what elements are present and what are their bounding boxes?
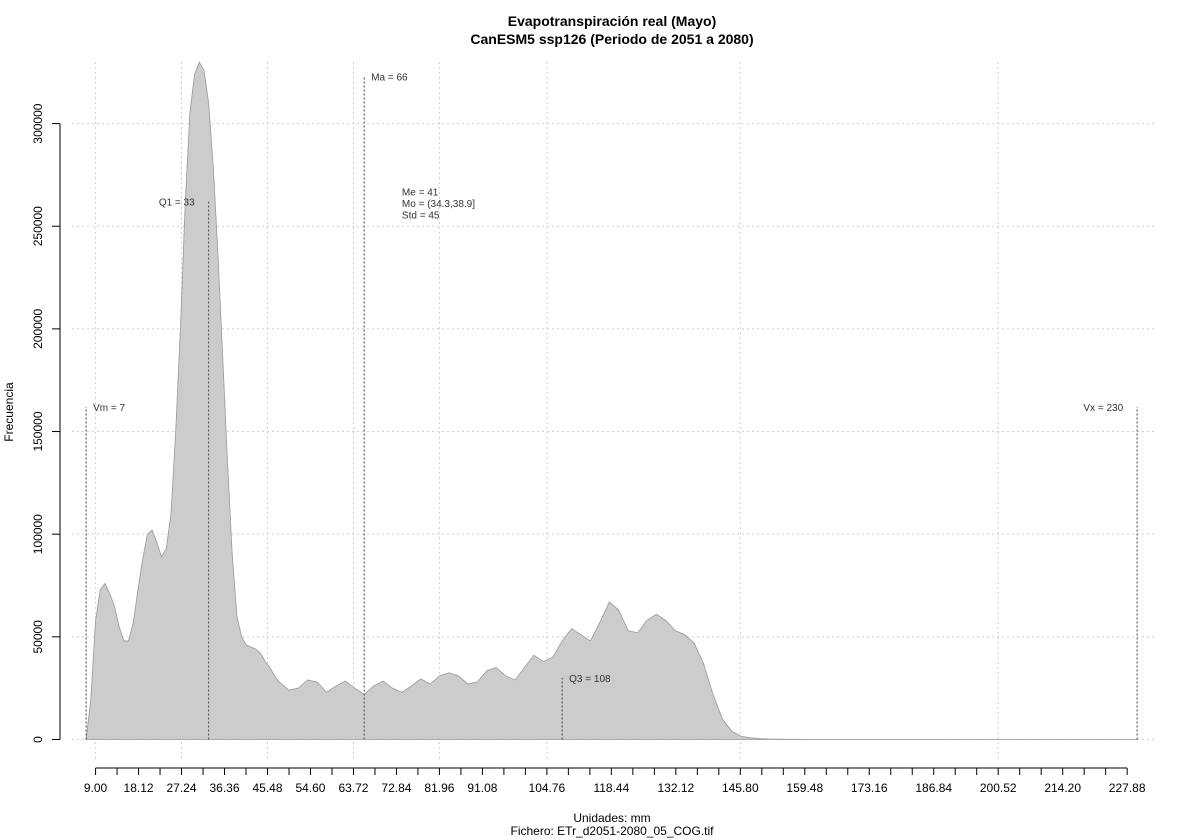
x-tick-label: 145.80	[722, 781, 759, 795]
y-tick-label: 50000	[31, 620, 45, 654]
statistic-label: Ma = 66	[371, 72, 408, 83]
x-axis-label: Unidades: mm	[573, 811, 650, 825]
axes-layer: 0 50000 100000 150000 200000 250000 300000 9.00…	[31, 103, 1146, 795]
statistic-label: Vm = 7	[93, 403, 125, 414]
x-tick-label: 36.36	[209, 781, 239, 795]
x-tick-label: 45.48	[252, 781, 282, 795]
stats-text: Std = 45	[402, 210, 440, 221]
density-area	[85, 61, 1138, 740]
x-tick-label: 227.88	[1109, 781, 1146, 795]
x-tick-label: 63.72	[338, 781, 368, 795]
file-caption: Fichero: ETr_d2051-2080_05_COG.tif	[511, 824, 715, 838]
x-tick-label: 214.20	[1044, 781, 1081, 795]
x-tick-label: 27.24	[167, 781, 197, 795]
chart-subtitle: CanESM5 ssp126 (Periodo de 2051 a 2080)	[470, 31, 753, 47]
x-tick-label: 81.96	[424, 781, 454, 795]
x-tick-label: 132.12	[657, 781, 694, 795]
statistic-label: Q1 = 33	[159, 198, 195, 209]
x-tick-label: 118.44	[593, 781, 629, 795]
stats-text: Mo = (34.3,38.9]	[402, 199, 475, 210]
statistic-label: Q3 = 108	[569, 674, 611, 685]
statistic-lines-layer: Vm = 7 Q1 = 33 Ma = 66 Q3 = 108 Vx = 230 Me =…	[85, 72, 1138, 740]
x-tick-label: 18.12	[124, 781, 154, 795]
x-tick-label: 173.16	[851, 781, 888, 795]
x-tick-label: 186.84	[915, 781, 952, 795]
y-tick-label: 150000	[31, 411, 45, 451]
x-tick-label: 104.76	[529, 781, 566, 795]
x-tick-label: 91.08	[467, 781, 497, 795]
y-tick-label: 100000	[31, 514, 45, 554]
y-axis-label: Frecuencia	[2, 382, 16, 442]
x-tick-label: 159.48	[786, 781, 823, 795]
x-tick-label: 200.52	[980, 781, 1017, 795]
x-tick-label: 72.84	[381, 781, 411, 795]
x-tick-label: 54.60	[295, 781, 325, 795]
y-tick-label: 300000	[31, 103, 45, 143]
y-tick-label: 200000	[31, 309, 45, 349]
statistic-label: Vx = 230	[1083, 403, 1123, 414]
x-tick-label: 9.00	[84, 781, 108, 795]
chart-title: Evapotranspiración real (Mayo)	[508, 13, 717, 29]
y-tick-label: 0	[31, 736, 45, 743]
density-area-layer	[85, 61, 1138, 740]
stats-text: Me = 41	[402, 187, 439, 198]
y-tick-label: 250000	[31, 206, 45, 246]
